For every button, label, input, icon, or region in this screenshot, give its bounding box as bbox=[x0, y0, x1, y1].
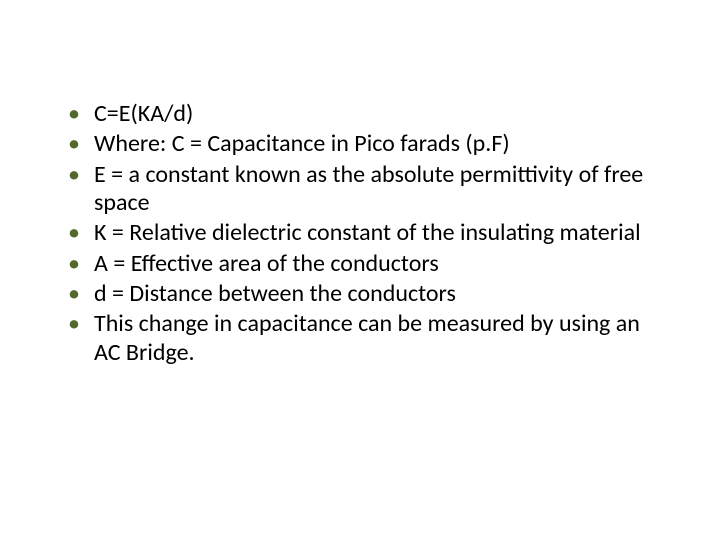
list-item: C=E(KA/d) bbox=[60, 100, 660, 128]
bullet-text: C=E(KA/d) bbox=[94, 99, 193, 128]
list-item: This change in capacitance can be measur… bbox=[60, 310, 660, 367]
list-item: E = a constant known as the absolute per… bbox=[60, 161, 660, 218]
list-item: K = Relative dielectric constant of the … bbox=[60, 219, 660, 247]
bullet-text: A = Effective area of the conductors bbox=[94, 249, 439, 278]
bullet-text: E = a constant known as the absolute per… bbox=[94, 160, 643, 217]
slide: C=E(KA/d) Where: C = Capacitance in Pico… bbox=[0, 0, 720, 540]
bullet-text: d = Distance between the conductors bbox=[94, 279, 456, 308]
list-item: Where: C = Capacitance in Pico farads (p… bbox=[60, 130, 660, 158]
bullet-text: K = Relative dielectric constant of the … bbox=[94, 218, 641, 247]
bullet-list: C=E(KA/d) Where: C = Capacitance in Pico… bbox=[60, 100, 660, 367]
bullet-text: This change in capacitance can be measur… bbox=[94, 309, 640, 366]
list-item: A = Effective area of the conductors bbox=[60, 250, 660, 278]
list-item: d = Distance between the conductors bbox=[60, 280, 660, 308]
bullet-text: Where: C = Capacitance in Pico farads (p… bbox=[94, 129, 510, 158]
